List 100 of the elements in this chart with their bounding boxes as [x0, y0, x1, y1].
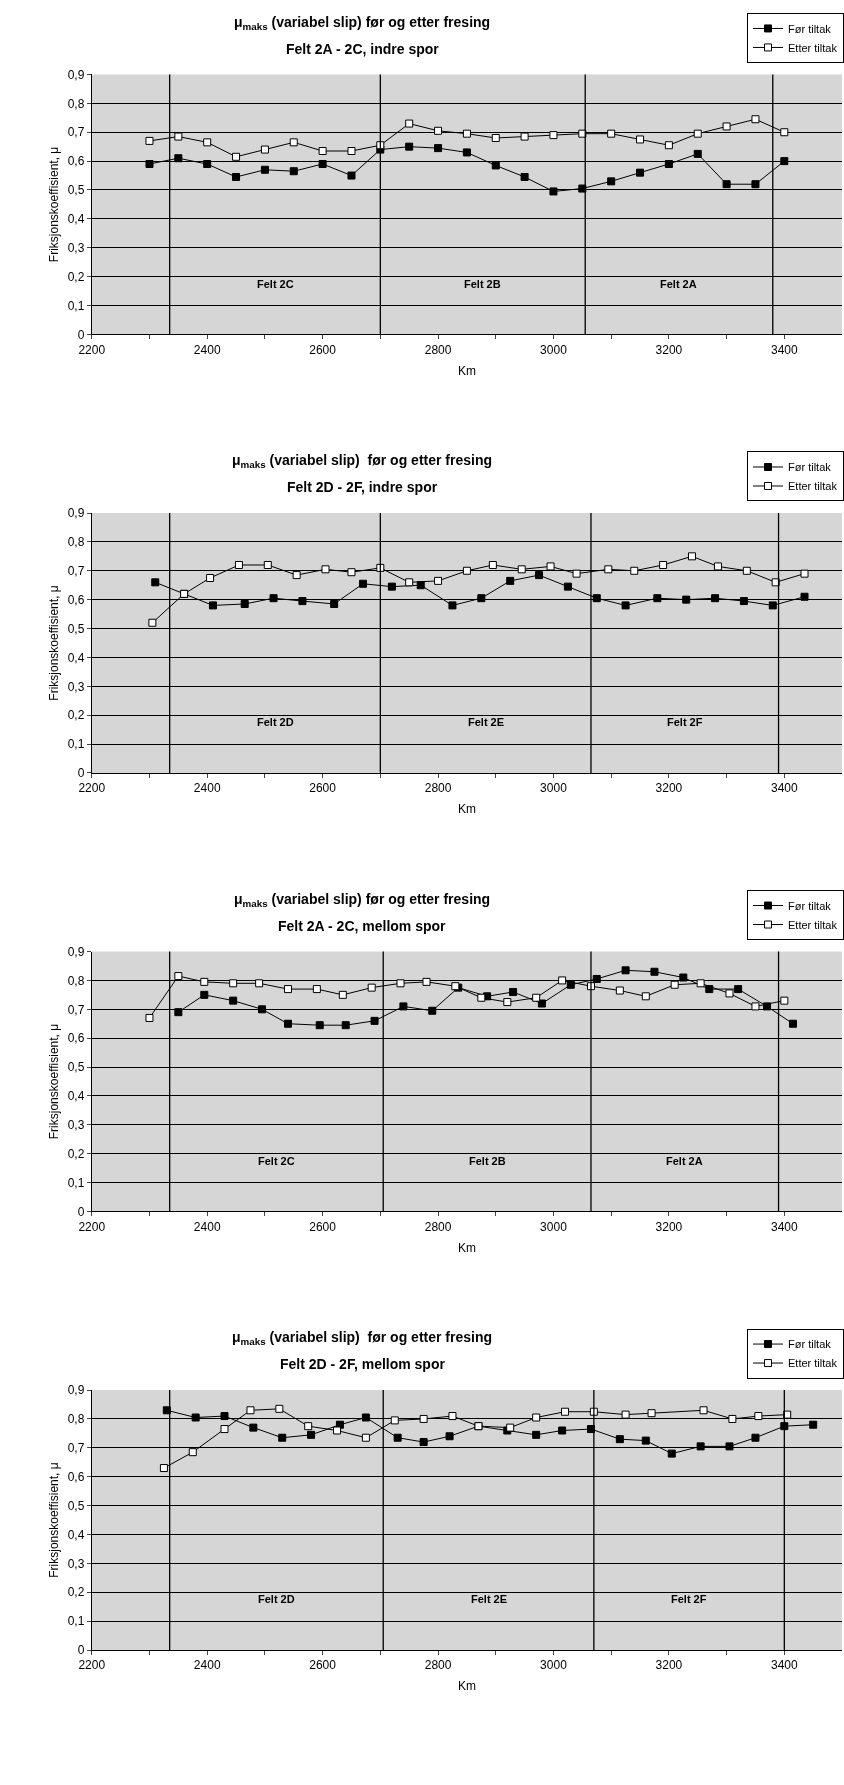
- x-tick-label: 2800: [424, 781, 452, 796]
- x-tick-label: 3000: [540, 342, 568, 357]
- y-tick-label: 0,1: [67, 737, 85, 752]
- y-tick-label: 0,6: [67, 1469, 85, 1484]
- x-tick-label: 2800: [424, 342, 452, 357]
- x-axis-title: Km: [457, 802, 476, 817]
- y-tick-label: 0,1: [67, 1175, 85, 1190]
- y-tick-label: 0,4: [67, 212, 85, 227]
- y-tick-label: 0,4: [67, 1527, 85, 1542]
- x-tick-label: 2200: [78, 1219, 106, 1234]
- x-axis-title: Km: [457, 1679, 476, 1694]
- x-tick-label: 3200: [655, 1658, 683, 1673]
- x-tick-label: 2600: [309, 342, 337, 357]
- x-tick-label: 3200: [655, 781, 683, 796]
- y-tick-label: 0,7: [67, 563, 85, 578]
- y-tick-label: 0,6: [67, 1031, 85, 1046]
- y-tick-label: 0,3: [67, 240, 85, 255]
- legend-label: Etter tiltak: [788, 918, 838, 931]
- x-tick-label: 3200: [655, 342, 683, 357]
- y-tick-label: 0: [77, 327, 85, 342]
- y-tick-label: 0,8: [67, 96, 85, 111]
- legend-label: Før tiltak: [788, 461, 832, 474]
- y-tick-label: 0,6: [67, 592, 85, 607]
- chart-title: μ$_{maks}$ (variabel slip) før og etter fresing: [234, 14, 491, 32]
- y-tick-label: 0,9: [67, 67, 85, 82]
- y-tick-label: 0,8: [67, 535, 85, 550]
- annotation: Felt 2D: [257, 716, 294, 728]
- y-tick-label: 0,7: [67, 125, 85, 140]
- y-tick-label: 0,5: [67, 1498, 85, 1513]
- y-tick-label: 0,5: [67, 621, 85, 636]
- chart-title: μ$_{maks}$ (variabel slip) før og etter fresing: [232, 1329, 493, 1347]
- x-tick-label: 2400: [193, 781, 221, 796]
- annotation: Felt 2E: [471, 1593, 508, 1605]
- y-tick-label: 0,8: [67, 1412, 85, 1427]
- legend-label: Etter tiltak: [788, 480, 838, 493]
- y-tick-label: 0,7: [67, 1441, 85, 1456]
- x-tick-label: 2400: [193, 1219, 221, 1234]
- y-tick-label: 0,1: [67, 1614, 85, 1629]
- legend-label: Før tiltak: [788, 1338, 832, 1351]
- y-tick-label: 0,9: [67, 506, 85, 521]
- annotation: Felt 2D: [258, 1593, 295, 1605]
- x-tick-label: 2200: [78, 781, 106, 796]
- x-tick-label: 2600: [309, 1658, 337, 1673]
- x-tick-label: 2800: [424, 1219, 452, 1234]
- y-tick-label: 0,3: [67, 1118, 85, 1133]
- annotation: Felt 2B: [469, 1155, 506, 1167]
- x-axis-title: Km: [457, 1240, 476, 1255]
- chart-subtitle: Felt 2D - 2F, mellom spor: [280, 1356, 446, 1372]
- y-tick-label: 0,2: [67, 1585, 85, 1600]
- y-tick-label: 0,2: [67, 1146, 85, 1161]
- x-tick-label: 2200: [78, 342, 106, 357]
- annotation: Felt 2C: [258, 1155, 295, 1167]
- chart-title: μ$_{maks}$ (variabel slip) før og etter fresing: [232, 452, 493, 470]
- y-tick-label: 0,1: [67, 298, 85, 313]
- x-tick-label: 2600: [309, 1219, 337, 1234]
- legend-label: Før tiltak: [788, 22, 832, 35]
- annotation: Felt 2B: [464, 278, 501, 290]
- y-tick-label: 0: [77, 1643, 85, 1658]
- x-tick-label: 3000: [540, 781, 568, 796]
- y-tick-label: 0,3: [67, 679, 85, 694]
- chart-subtitle: Felt 2A - 2C, indre spor: [286, 41, 440, 57]
- y-tick-label: 0,3: [67, 1556, 85, 1571]
- y-axis-title: Friksjonskoeffisient, μ: [46, 585, 61, 701]
- chart-subtitle: Felt 2D - 2F, indre spor: [287, 479, 438, 495]
- x-tick-label: 2600: [309, 781, 337, 796]
- y-tick-label: 0,5: [67, 1060, 85, 1075]
- y-axis-title: Friksjonskoeffisient, μ: [46, 1462, 61, 1578]
- x-tick-label: 2200: [78, 1658, 106, 1673]
- x-tick-label: 3400: [770, 781, 798, 796]
- y-tick-label: 0: [77, 1204, 85, 1219]
- x-tick-label: 3400: [770, 1658, 798, 1673]
- y-tick-label: 0,7: [67, 1002, 85, 1017]
- annotation: Felt 2A: [666, 1155, 703, 1167]
- chart-title: μ$_{maks}$ (variabel slip) før og etter fresing: [234, 891, 491, 909]
- y-tick-label: 0,2: [67, 269, 85, 284]
- x-tick-label: 3400: [770, 342, 798, 357]
- x-tick-label: 3200: [655, 1219, 683, 1234]
- y-tick-label: 0,9: [67, 1383, 85, 1398]
- y-tick-label: 0,9: [67, 944, 85, 959]
- x-axis-title: Km: [457, 363, 476, 378]
- annotation: Felt 2E: [468, 716, 505, 728]
- y-tick-label: 0: [77, 766, 85, 781]
- legend-label: Etter tiltak: [788, 41, 838, 54]
- legend-label: Før tiltak: [788, 899, 832, 912]
- x-tick-label: 2800: [424, 1658, 452, 1673]
- annotation: Felt 2F: [667, 716, 703, 728]
- y-tick-label: 0,8: [67, 973, 85, 988]
- x-tick-label: 2400: [193, 342, 221, 357]
- x-tick-label: 3000: [540, 1658, 568, 1673]
- y-axis-title: Friksjonskoeffisient, μ: [46, 146, 61, 263]
- x-tick-label: 3400: [770, 1219, 798, 1234]
- x-tick-label: 3000: [540, 1219, 568, 1234]
- y-tick-label: 0,4: [67, 1089, 85, 1104]
- annotation: Felt 2C: [257, 278, 294, 290]
- y-tick-label: 0,4: [67, 650, 85, 665]
- y-tick-label: 0,6: [67, 154, 85, 169]
- y-tick-label: 0,5: [67, 183, 85, 198]
- annotation: Felt 2F: [671, 1593, 707, 1605]
- x-tick-label: 2400: [193, 1658, 221, 1673]
- legend-label: Etter tiltak: [788, 1357, 838, 1370]
